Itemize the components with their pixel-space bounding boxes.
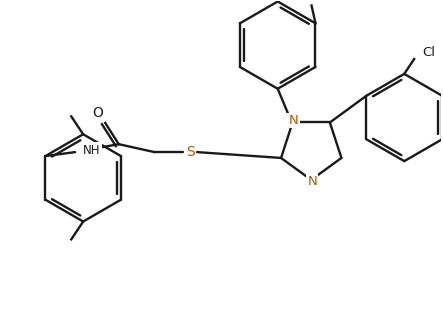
Text: NH: NH: [83, 144, 101, 157]
Text: Cl: Cl: [422, 46, 435, 58]
Text: N: N: [307, 175, 317, 188]
Text: O: O: [93, 107, 103, 120]
Text: S: S: [186, 145, 194, 159]
Text: N: N: [289, 114, 299, 127]
